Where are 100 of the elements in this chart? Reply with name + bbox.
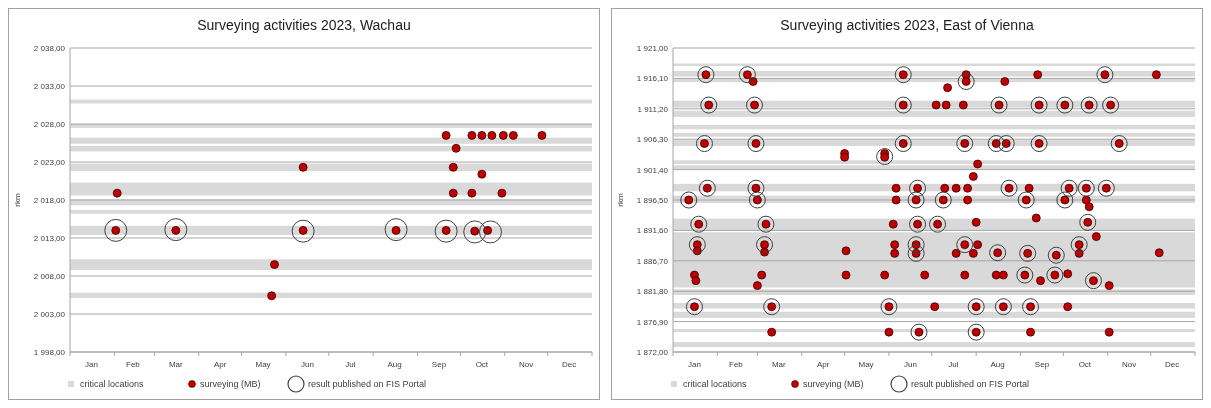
point: [467, 188, 477, 198]
point: [441, 131, 451, 140]
y-tick-label: 2 003,00: [33, 310, 66, 319]
x-tick-label: Feb: [729, 360, 744, 369]
legend-label: critical locations: [80, 379, 145, 389]
point: [1096, 66, 1114, 84]
chart-title: Surveying activities 2023, Wachau: [197, 17, 411, 33]
point: [497, 188, 507, 198]
point: [1079, 213, 1097, 231]
point: [1110, 135, 1128, 153]
point: [104, 218, 128, 242]
point: [747, 135, 765, 153]
x-tick-label: Dec: [1165, 360, 1180, 369]
y-tick-label: 1 916,10: [636, 74, 669, 84]
y-tick-label: 2 028,00: [33, 120, 66, 129]
point: [690, 215, 708, 233]
point: [967, 323, 985, 341]
point: [763, 298, 781, 316]
point: [1097, 179, 1115, 197]
point: [270, 260, 279, 269]
point: [463, 220, 487, 244]
y-tick-label: 1 911,20: [637, 104, 669, 114]
point: [997, 135, 1015, 153]
x-tick-label: Nov: [519, 360, 534, 369]
y-tick-label: 1 998,00: [33, 348, 66, 357]
point: [478, 220, 502, 244]
point: [956, 135, 974, 153]
point: [907, 236, 925, 254]
point: [298, 162, 308, 172]
legend-label: surveying (MB): [803, 379, 864, 389]
legend-label: result published on FIS Portal: [911, 379, 1030, 389]
point: [989, 244, 1007, 262]
point: [1046, 266, 1064, 284]
point: [448, 162, 458, 172]
y-tick-label: 1 881,80: [636, 287, 669, 297]
x-tick-label: Mar: [771, 360, 787, 369]
point: [498, 131, 508, 140]
y-tick-label: 1 886,70: [636, 256, 669, 266]
x-tick-label: May: [255, 360, 271, 369]
point: [1019, 244, 1037, 262]
point: [487, 131, 497, 140]
point: [894, 96, 912, 114]
y-axis-title: rkm: [13, 193, 22, 207]
x-tick-label: Sep: [431, 360, 447, 369]
x-tick-label: May: [858, 360, 874, 369]
point: [451, 143, 461, 153]
point: [1060, 179, 1078, 197]
point: [738, 66, 756, 84]
point: [746, 96, 764, 114]
point: [1000, 179, 1018, 197]
point: [1084, 272, 1102, 290]
x-tick-label: Apr: [816, 360, 830, 369]
legend-label: critical locations: [683, 379, 748, 389]
point: [1077, 179, 1095, 197]
point: [291, 219, 315, 243]
legend-label: result published on FIS Portal: [308, 379, 427, 389]
point: [434, 219, 458, 243]
point: [1080, 96, 1098, 114]
point: [164, 218, 188, 242]
y-tick-label: 2 018,00: [33, 196, 66, 205]
point: [894, 135, 912, 153]
y-tick-label: 1 896,50: [636, 196, 669, 205]
point: [477, 169, 487, 179]
x-tick-label: Dec: [562, 360, 577, 369]
point: [698, 179, 716, 197]
point: [907, 244, 925, 262]
point: [680, 191, 698, 209]
point: [1022, 298, 1040, 316]
legend-label: surveying (MB): [200, 379, 261, 389]
y-tick-label: 2 008,00: [33, 272, 66, 281]
point: [880, 298, 898, 316]
point: [1102, 96, 1120, 114]
x-tick-label: Nov: [1122, 360, 1137, 369]
point: [697, 66, 715, 84]
point: [894, 66, 912, 84]
point: [967, 298, 985, 316]
point: [1056, 191, 1074, 209]
y-tick-label: 1 891,60: [636, 226, 669, 236]
point: [384, 218, 408, 242]
y-tick-label: 1 906,30: [636, 135, 669, 145]
point: [909, 215, 927, 233]
x-tick-label: Sep: [1034, 360, 1050, 369]
point: [910, 323, 928, 341]
point: [267, 291, 277, 301]
x-tick-label: Jun: [903, 360, 917, 369]
point: [757, 215, 775, 233]
chart-title: Surveying activities 2023, East of Vienna: [780, 17, 1034, 33]
point: [929, 215, 947, 233]
point: [477, 131, 487, 140]
point: [1030, 96, 1048, 114]
point: [956, 236, 974, 254]
x-tick-label: Mar: [168, 360, 184, 369]
x-tick-label: Jan: [85, 360, 98, 369]
y-tick-label: 2 023,00: [33, 158, 66, 167]
point: [685, 298, 703, 316]
point: [1017, 191, 1035, 209]
point: [756, 236, 774, 254]
point: [934, 191, 952, 209]
y-tick-label: 1 901,40: [636, 165, 669, 175]
point: [448, 188, 458, 198]
